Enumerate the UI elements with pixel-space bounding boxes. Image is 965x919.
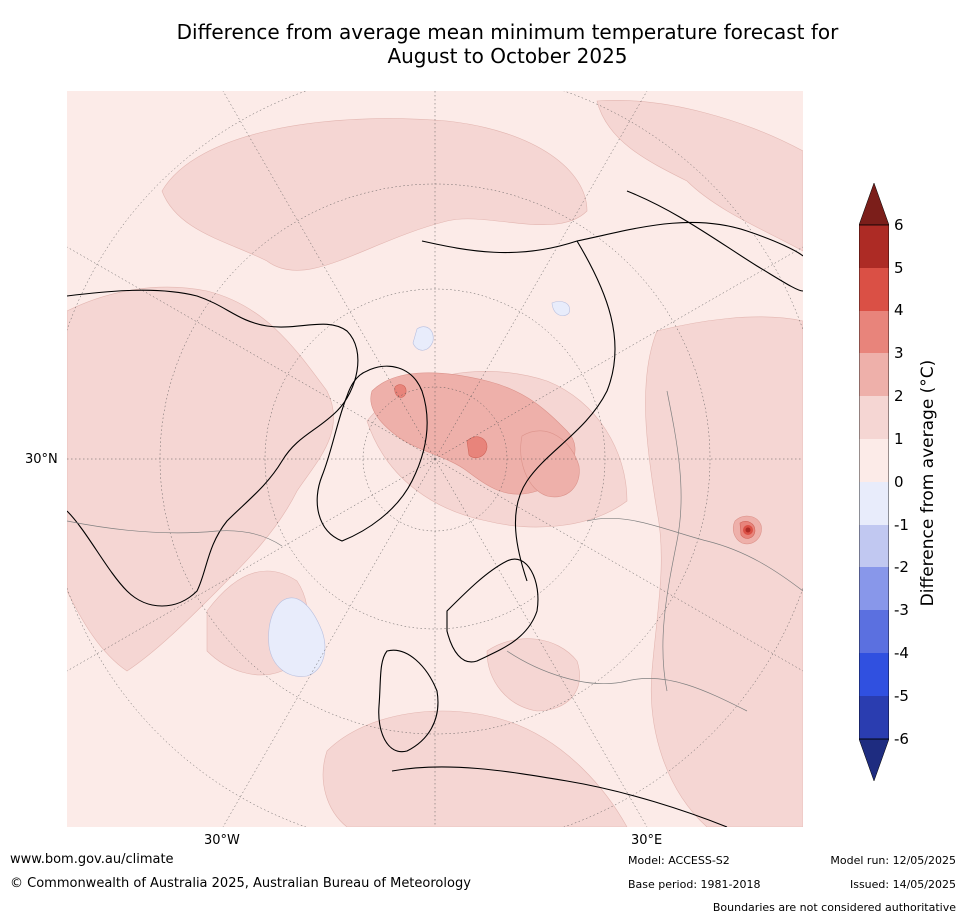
colorbar-band-minus5-to-minus4 <box>859 653 889 696</box>
forecast-map <box>67 91 803 827</box>
colorbar-band-4-to-5 <box>859 268 889 311</box>
map-title: Difference from average mean minimum tem… <box>90 20 925 68</box>
footer-issued: Issued: 14/05/2025 <box>849 878 956 891</box>
footer-model: Model: ACCESS-S2 <box>628 854 730 867</box>
colorbar-tick-minus1: -1 <box>894 516 909 534</box>
footer-copyright: © Commonwealth of Australia 2025, Austra… <box>10 876 471 891</box>
colorbar-tick-minus6: -6 <box>894 730 909 748</box>
colorbar-label: Difference from average (°C) <box>918 359 938 607</box>
colorbar-band-minus3-to-minus2 <box>859 567 889 610</box>
colorbar-extend-high <box>859 183 889 226</box>
colorbar-band-minus4-to-minus3 <box>859 610 889 653</box>
colorbar-band-3-to-4 <box>859 311 889 353</box>
anomaly-2-to-3-regions <box>370 372 762 545</box>
footer-website: www.bom.gov.au/climate <box>10 852 174 867</box>
colorbar-band-minus2-to-minus1 <box>859 525 889 567</box>
colorbar-tick-6: 6 <box>894 216 904 234</box>
lon-label-30w: 30°W <box>204 833 240 848</box>
map-canvas <box>67 91 803 827</box>
colorbar-band-0-to-1 <box>859 439 889 482</box>
title-line-1: Difference from average mean minimum tem… <box>176 20 839 44</box>
colorbar-tick-minus5: -5 <box>894 687 909 705</box>
footer-disclaimer: Boundaries are not considered authoritat… <box>712 901 956 914</box>
colorbar-band-minus6-to-minus5 <box>859 696 889 739</box>
footer-base-period: Base period: 1981-2018 <box>628 878 761 891</box>
colorbar-tick-minus4: -4 <box>894 644 909 662</box>
colorbar-band-1-to-2 <box>859 396 889 439</box>
anomaly-4-to-6-hotspot <box>743 525 753 535</box>
anomaly-3-to-4-regions <box>394 384 756 539</box>
colorbar-tick-1: 1 <box>894 430 904 448</box>
colorbar-extend-low <box>859 738 889 781</box>
colorbar-band-2-to-3 <box>859 353 889 396</box>
colorbar-tick-0: 0 <box>894 473 904 491</box>
colorbar-tick-minus2: -2 <box>894 558 909 576</box>
colorbar-tick-2: 2 <box>894 387 904 405</box>
graticule <box>67 91 803 827</box>
colorbar <box>859 183 889 781</box>
colorbar-band-minus1-to-0 <box>859 482 889 525</box>
colorbar-tick-minus3: -3 <box>894 601 909 619</box>
colorbar-tick-5: 5 <box>894 259 904 277</box>
title-line-2: August to October 2025 <box>387 44 628 68</box>
colorbar-tick-3: 3 <box>894 344 904 362</box>
colorbar-tick-4: 4 <box>894 301 904 319</box>
footer-model-run: Model run: 12/05/2025 <box>830 854 956 867</box>
lat-label-30n: 30°N <box>25 452 58 467</box>
coastlines <box>67 190 803 827</box>
anomaly-minus1-to-0-regions <box>268 301 570 677</box>
lon-label-30e: 30°E <box>631 833 663 848</box>
colorbar-band-5-to-6 <box>859 225 889 268</box>
country-boundaries <box>67 390 803 712</box>
